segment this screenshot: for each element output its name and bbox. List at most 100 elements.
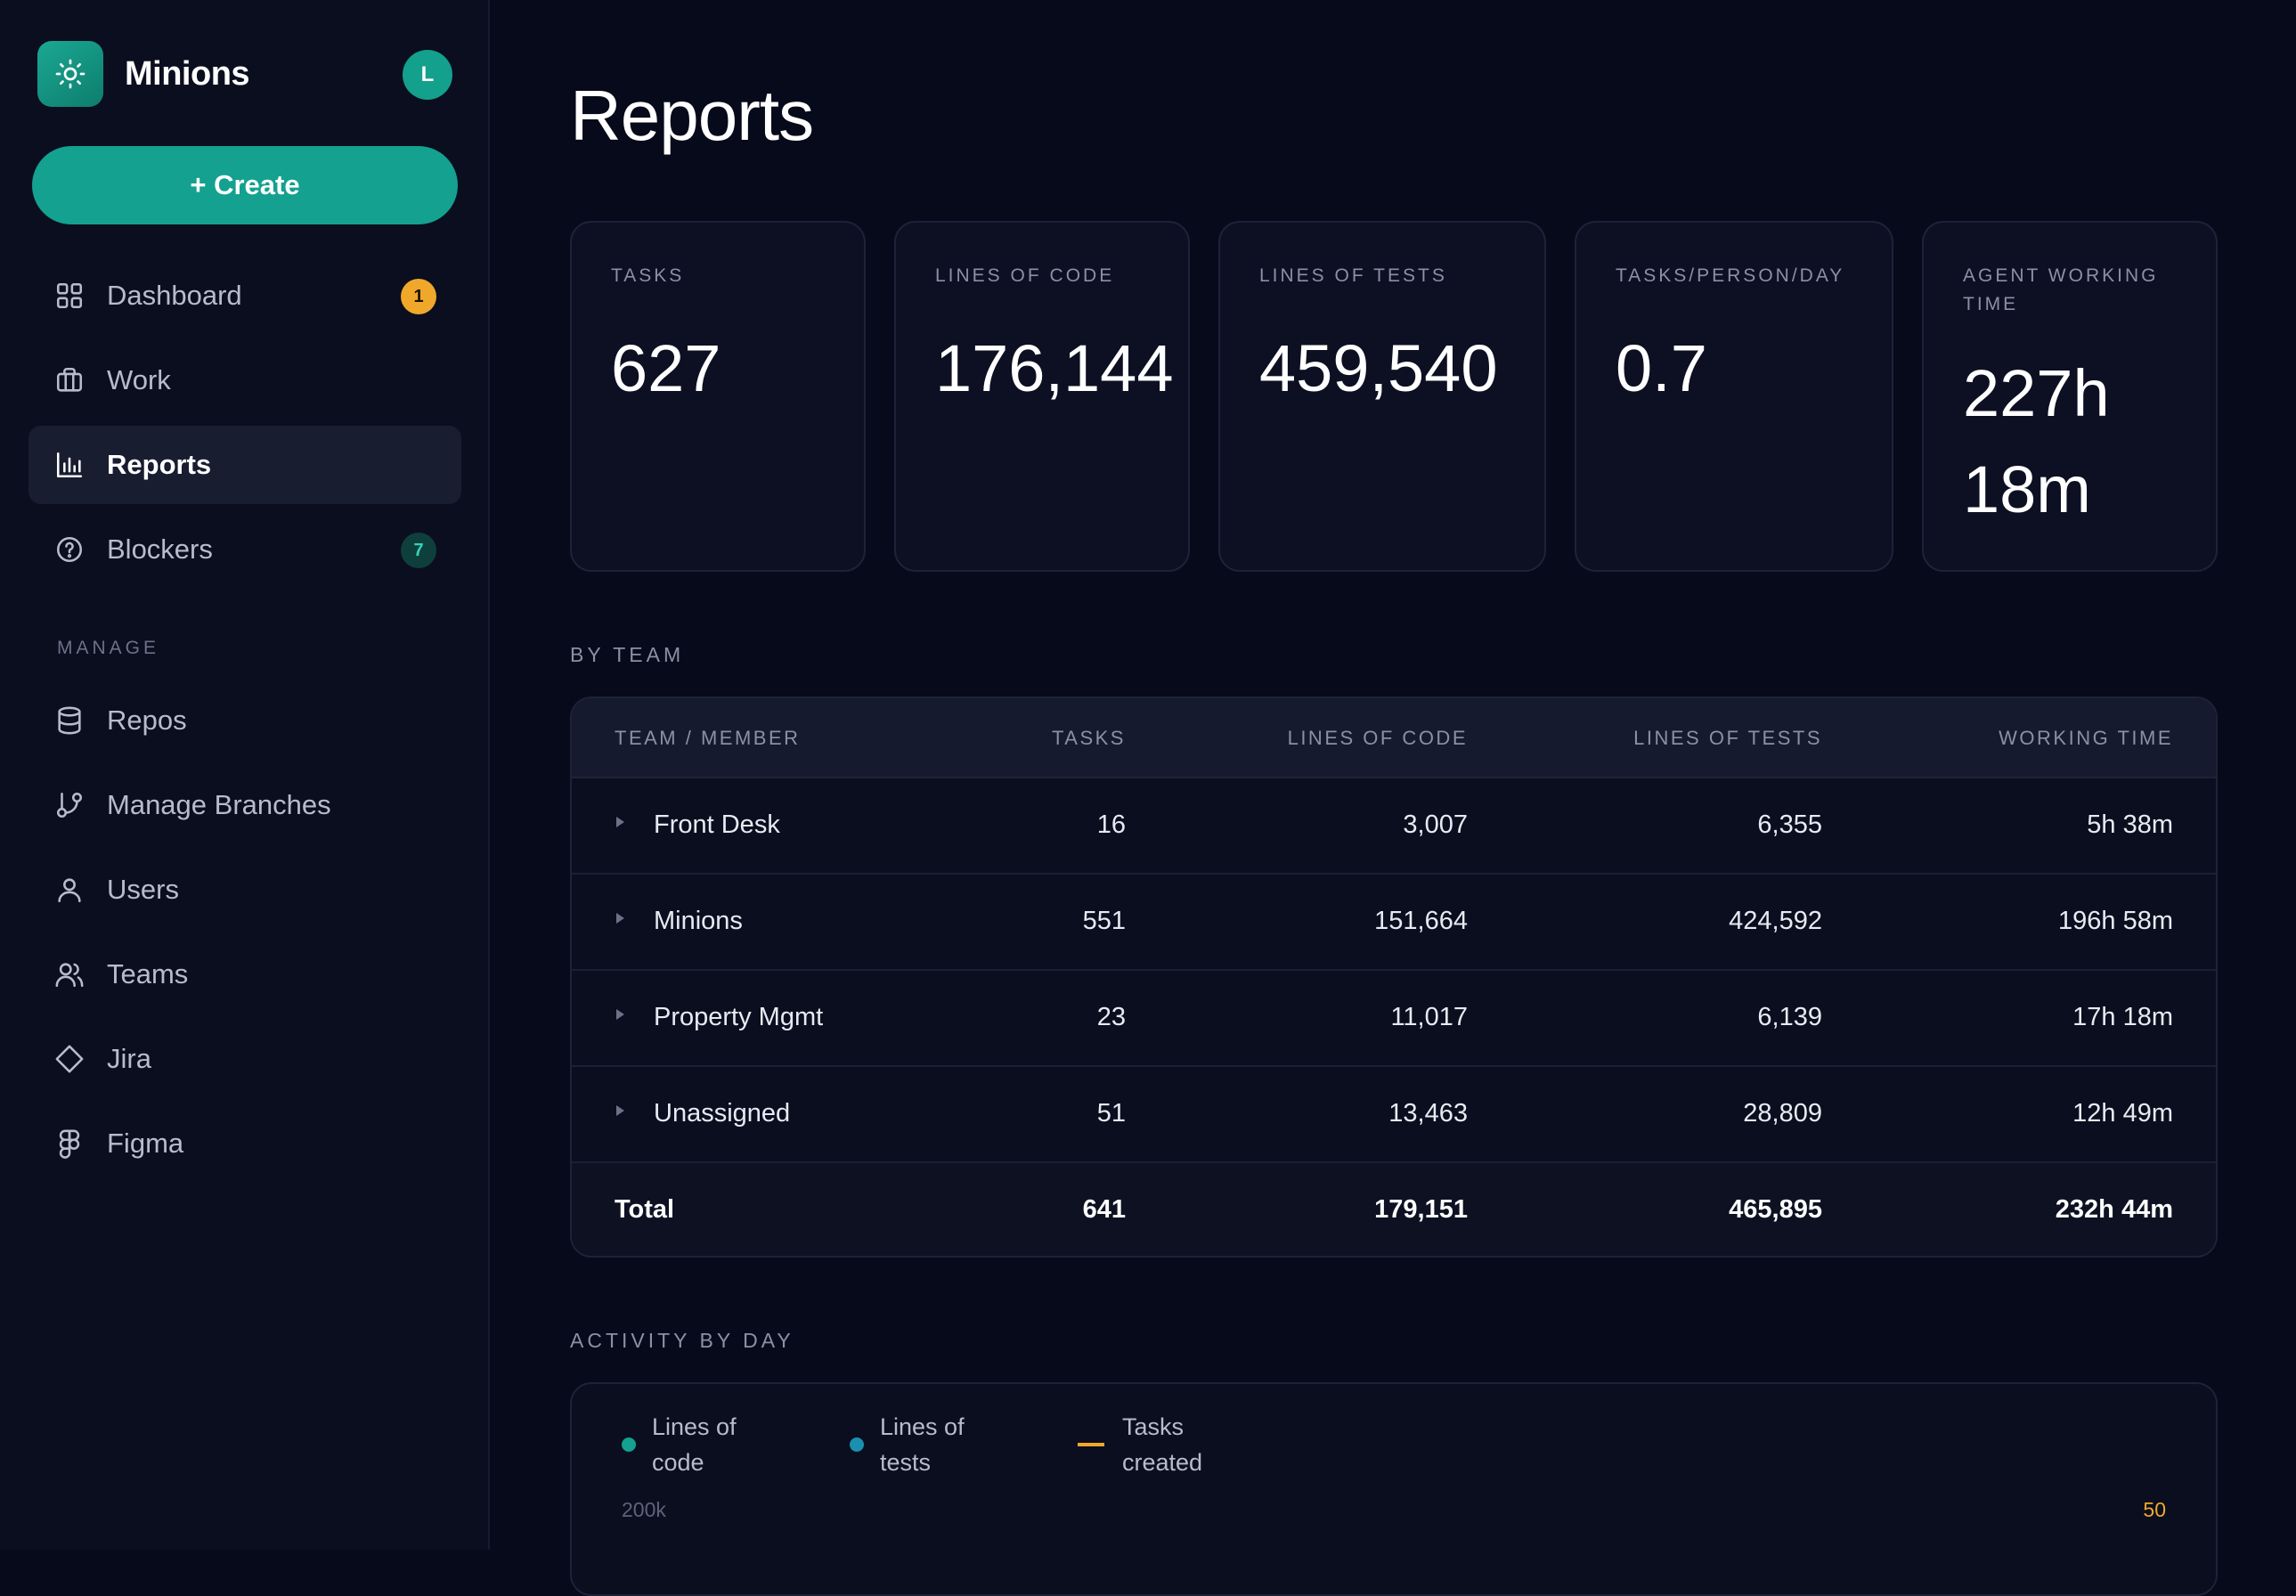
total-label: Total — [615, 1195, 675, 1224]
nav-item-manage-branches[interactable]: Manage Branches — [28, 766, 461, 844]
nav-item-reports[interactable]: Reports — [28, 426, 461, 504]
stat-value: 176,144 — [935, 331, 1174, 405]
stat-card-tasks: TASKS 627 — [570, 221, 866, 572]
total-lot: 465,895 — [1729, 1195, 1822, 1224]
stat-label: LINES OF CODE — [935, 265, 1115, 286]
loc-value: 13,463 — [1388, 1099, 1468, 1128]
brand: Minions L — [37, 41, 452, 107]
legend-lines-of-tests[interactable]: Lines of tests — [850, 1409, 965, 1480]
activity-heading: ACTIVITY BY DAY — [570, 1329, 794, 1352]
legend-label: Lines of tests — [880, 1413, 965, 1476]
legend-lines-of-code[interactable]: Lines of code — [622, 1409, 737, 1480]
stat-label: TASKS — [611, 265, 685, 286]
stat-card-tasks-per-person-day: TASKS/PERSON/DAY 0.7 — [1575, 221, 1893, 572]
team-name: Front Desk — [654, 810, 780, 839]
page-title: Reports — [570, 76, 814, 155]
column-header-loc: LINES OF CODE — [1287, 727, 1468, 749]
briefcase-icon — [53, 364, 85, 396]
nav-item-work[interactable]: Work — [28, 341, 461, 419]
team-name: Unassigned — [654, 1099, 791, 1128]
git-branch-icon — [53, 789, 85, 821]
legend-line-icon — [1078, 1443, 1104, 1446]
nav-item-blockers[interactable]: Blockers 7 — [28, 510, 461, 589]
stats-row: TASKS 627 LINES OF CODE 176,144 LINES OF… — [570, 221, 2218, 572]
nav-item-label: Figma — [107, 1128, 184, 1159]
legend-dot-icon — [850, 1437, 864, 1452]
table-header: TEAM / MEMBER TASKS LINES OF CODE LINES … — [572, 698, 2216, 778]
sun-icon — [55, 59, 85, 89]
app-name: Minions — [125, 54, 250, 93]
nav-item-figma[interactable]: Figma — [28, 1104, 461, 1183]
stat-label: TASKS/PERSON/DAY — [1616, 265, 1845, 286]
sidebar: Minions L + Create Dashboard 1 Work Repo… — [0, 0, 490, 1550]
time-value: 12h 49m — [2072, 1099, 2173, 1128]
create-button[interactable]: + Create — [32, 146, 458, 224]
expand-caret-icon[interactable] — [616, 817, 624, 827]
nav-item-label: Jira — [107, 1043, 151, 1074]
bar-chart-icon — [53, 449, 85, 481]
stat-label: AGENT WORKING TIME — [1963, 265, 2159, 314]
user-icon — [53, 874, 85, 906]
time-value: 5h 38m — [2087, 810, 2173, 839]
stat-value: 0.7 — [1616, 331, 1707, 405]
legend-label: Lines of code — [652, 1413, 737, 1476]
nav-item-label: Blockers — [107, 533, 213, 565]
column-header-lot: LINES OF TESTS — [1633, 727, 1822, 749]
table-row[interactable]: Unassigned 51 13,463 28,809 12h 49m — [572, 1067, 2216, 1163]
legend-label: Tasks created — [1122, 1413, 1203, 1476]
nav-item-jira[interactable]: Jira — [28, 1020, 461, 1098]
lot-value: 6,139 — [1757, 1003, 1822, 1031]
column-header-tasks: TASKS — [1051, 727, 1126, 749]
team-name: Minions — [654, 907, 743, 935]
legend-dot-icon — [622, 1437, 636, 1452]
diamond-icon — [53, 1043, 85, 1075]
team-name: Property Mgmt — [654, 1003, 824, 1031]
app-logo[interactable] — [37, 41, 103, 107]
tasks-value: 23 — [1096, 1003, 1126, 1031]
expand-caret-icon[interactable] — [616, 1009, 624, 1020]
tasks-value: 51 — [1096, 1099, 1126, 1128]
time-value: 17h 18m — [2072, 1003, 2173, 1031]
primary-nav: Dashboard 1 Work Reports Blockers 7 — [28, 256, 461, 595]
right-axis-tick: 50 — [2143, 1498, 2166, 1521]
table-row[interactable]: Front Desk 16 3,007 6,355 5h 38m — [572, 778, 2216, 875]
stat-label: LINES OF TESTS — [1259, 265, 1447, 286]
lot-value: 28,809 — [1743, 1099, 1822, 1128]
tasks-value: 16 — [1096, 810, 1126, 839]
blockers-badge: 7 — [401, 533, 436, 568]
nav-item-label: Repos — [107, 704, 187, 736]
time-value: 196h 58m — [2058, 907, 2173, 935]
nav-item-repos[interactable]: Repos — [28, 681, 461, 760]
total-tasks: 641 — [1082, 1195, 1126, 1224]
nav-item-label: Teams — [107, 958, 189, 989]
nav-item-teams[interactable]: Teams — [28, 935, 461, 1014]
nav-item-label: Users — [107, 874, 179, 905]
nav-item-label: Reports — [107, 449, 212, 480]
left-axis-tick: 200k — [622, 1498, 666, 1521]
loc-value: 151,664 — [1374, 907, 1468, 935]
by-team-table: TEAM / MEMBER TASKS LINES OF CODE LINES … — [570, 696, 2218, 1258]
expand-caret-icon[interactable] — [616, 913, 624, 924]
stat-card-agent-working-time: AGENT WORKING TIME 227h 18m — [1922, 221, 2218, 572]
total-loc: 179,151 — [1374, 1195, 1468, 1224]
table-total-row: Total 641 179,151 465,895 232h 44m — [572, 1163, 2216, 1256]
avatar[interactable]: L — [403, 50, 452, 100]
legend-tasks-created[interactable]: Tasks created — [1078, 1409, 1202, 1480]
stat-card-lines-of-code: LINES OF CODE 176,144 — [894, 221, 1190, 572]
table-row[interactable]: Property Mgmt 23 11,017 6,139 17h 18m — [572, 971, 2216, 1067]
manage-nav: Repos Manage Branches Users Teams Jira — [28, 681, 461, 1189]
nav-item-users[interactable]: Users — [28, 851, 461, 929]
expand-caret-icon[interactable] — [616, 1105, 624, 1116]
column-header-time: WORKING TIME — [1999, 727, 2173, 749]
lot-value: 6,355 — [1757, 810, 1822, 839]
table-row[interactable]: Minions 551 151,664 424,592 196h 58m — [572, 875, 2216, 971]
lot-value: 424,592 — [1729, 907, 1822, 935]
by-team-heading: BY TEAM — [570, 643, 685, 666]
nav-item-label: Manage Branches — [107, 789, 331, 820]
column-header-team: TEAM / MEMBER — [615, 727, 801, 749]
database-icon — [53, 704, 85, 737]
grid-icon — [53, 280, 85, 312]
tasks-value: 551 — [1082, 907, 1126, 935]
stat-value: 627 — [611, 331, 721, 405]
nav-item-dashboard[interactable]: Dashboard 1 — [28, 256, 461, 335]
